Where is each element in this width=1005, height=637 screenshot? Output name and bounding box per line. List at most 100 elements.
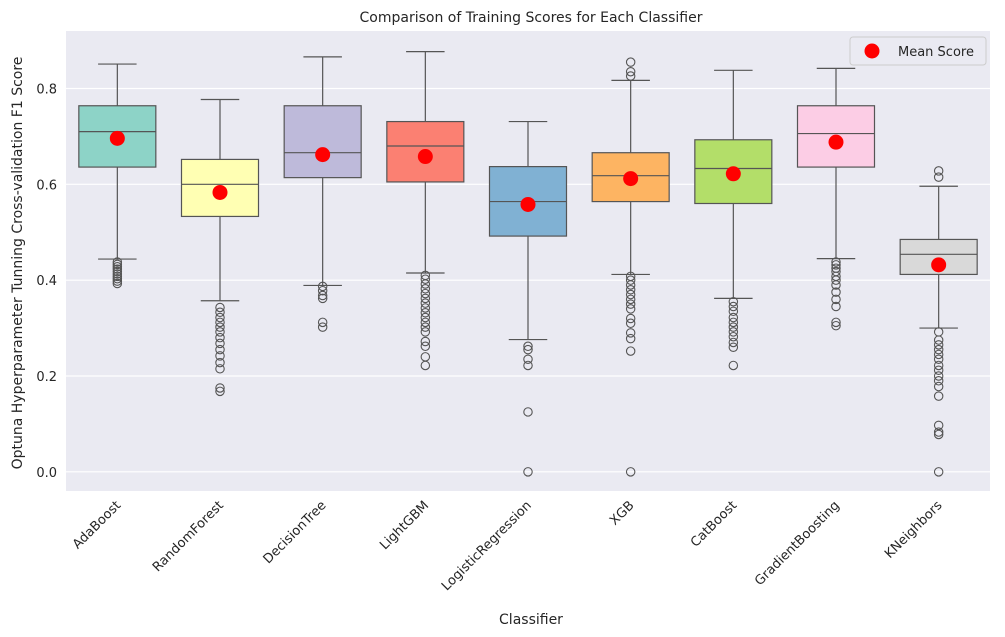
outlier-point <box>933 467 944 477</box>
outlier-point <box>523 354 533 364</box>
outlier-point <box>831 260 841 270</box>
outlier-point <box>625 289 636 300</box>
x-tick-label: LogisticRegression <box>439 498 535 594</box>
outlier-point <box>625 294 636 305</box>
outlier-point <box>933 371 944 381</box>
outlier-point <box>112 269 123 279</box>
outlier-point <box>420 327 431 337</box>
outlier-point <box>215 386 225 397</box>
outlier-point <box>625 313 636 324</box>
x-tick-label: AdaBoost <box>70 498 124 552</box>
outlier-point <box>523 467 533 477</box>
box-LightGBM <box>386 51 465 371</box>
outlier-point <box>215 312 225 323</box>
outlier-point <box>728 331 739 342</box>
legend-box <box>849 36 987 66</box>
outlier-point <box>933 344 944 355</box>
outlier-point <box>933 349 944 360</box>
outlier-point <box>112 257 123 267</box>
box-KNeighbors <box>899 166 978 477</box>
outlier-point <box>933 340 944 350</box>
outlier-point <box>317 290 328 301</box>
x-tick-label: GradientBoosting <box>752 498 843 589</box>
outlier-point <box>420 293 431 304</box>
x-tick-label: DecisionTree <box>261 498 330 567</box>
outlier-point <box>933 354 944 364</box>
outlier-point <box>933 427 944 437</box>
outlier-point <box>215 364 225 374</box>
outlier-point <box>215 302 225 313</box>
outlier-point <box>523 341 533 352</box>
box-GradientBoosting <box>796 67 876 331</box>
outlier-point <box>215 327 225 337</box>
y-tick-label: 0.0 <box>36 466 57 481</box>
outlier-point <box>215 317 225 328</box>
outlier-point <box>215 332 225 343</box>
outlier-point <box>728 296 739 307</box>
outlier-point <box>831 263 841 273</box>
mean-point <box>623 171 639 187</box>
outlier-point <box>831 317 841 328</box>
box-RandomForest <box>180 98 260 397</box>
outlier-point <box>728 301 739 312</box>
outlier-point <box>317 285 328 296</box>
outlier-point <box>625 57 636 67</box>
outlier-point <box>625 71 636 81</box>
outlier-point <box>215 351 225 361</box>
outlier-point <box>420 317 431 328</box>
outlier-point <box>112 273 123 284</box>
outlier-point <box>831 266 841 277</box>
outlier-point <box>523 407 533 417</box>
y-tick-label: 0.6 <box>36 178 57 193</box>
outlier-point <box>625 318 636 329</box>
outlier-point <box>420 336 431 347</box>
outlier-point <box>420 307 431 318</box>
box-LogisticRegression <box>488 120 568 477</box>
box-XGB <box>591 57 670 477</box>
outlier-point <box>933 172 944 182</box>
y-tick-label: 0.8 <box>36 83 57 98</box>
outlier-point <box>728 306 739 317</box>
outlier-point <box>728 317 739 328</box>
outlier-point <box>728 322 739 332</box>
outlier-point <box>112 271 123 282</box>
outlier-point <box>420 270 431 281</box>
mean-point <box>315 147 331 163</box>
legend-label: Mean Score <box>898 45 974 60</box>
outlier-point <box>317 322 328 332</box>
outlier-point <box>625 271 636 282</box>
outlier-point <box>420 298 431 308</box>
outlier-point <box>215 322 225 332</box>
outlier-point <box>215 383 225 393</box>
outlier-point <box>317 317 328 328</box>
box-plots <box>78 51 978 477</box>
outlier-point <box>420 322 431 332</box>
x-axis-label: Classifier <box>499 612 563 628</box>
outlier-point <box>317 281 328 292</box>
y-axis-label: Optuna Hyperparameter Tunning Cross-vali… <box>10 57 26 470</box>
mean-point <box>520 196 536 212</box>
outlier-point <box>831 301 841 312</box>
x-tick-label: CatBoost <box>688 498 740 550</box>
outlier-point <box>112 276 123 286</box>
mean-point <box>417 149 433 165</box>
outlier-point <box>728 342 739 352</box>
outlier-point <box>933 166 944 176</box>
outlier-point <box>215 338 225 349</box>
outlier-point <box>625 328 636 338</box>
outlier-point <box>625 333 636 344</box>
outlier-point <box>933 420 944 431</box>
outlier-point <box>933 365 944 375</box>
outlier-point <box>831 294 841 305</box>
outlier-point <box>728 360 739 371</box>
outlier-point <box>420 312 431 323</box>
x-tick-label: XGB <box>607 498 637 528</box>
outlier-point <box>420 341 431 352</box>
outlier-point <box>523 344 533 355</box>
y-tick-label: 0.2 <box>36 370 57 385</box>
x-tick-label: LightGBM <box>377 498 432 553</box>
outlier-point <box>215 307 225 318</box>
mean-point <box>212 184 228 200</box>
outlier-point <box>625 304 636 314</box>
